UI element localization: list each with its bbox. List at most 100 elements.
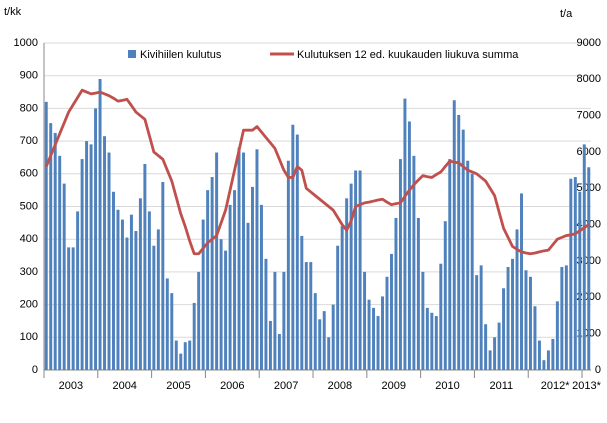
- bar: [251, 186, 254, 370]
- bar: [421, 271, 425, 370]
- bar: [179, 353, 183, 370]
- y-tick-label: 700: [20, 135, 38, 147]
- bar: [183, 342, 187, 370]
- bar: [255, 149, 259, 370]
- bar: [376, 316, 380, 370]
- bar: [349, 183, 353, 370]
- bar: [156, 229, 160, 370]
- bar: [286, 160, 290, 370]
- bar: [206, 190, 210, 370]
- bar: [327, 337, 331, 370]
- bar: [511, 258, 515, 370]
- bar: [277, 334, 281, 370]
- bar: [533, 306, 537, 370]
- bar: [295, 134, 299, 370]
- bar: [466, 160, 470, 370]
- y2-tick-label: 0: [595, 364, 601, 376]
- bar: [528, 276, 532, 370]
- bar: [138, 198, 142, 370]
- bar: [578, 191, 582, 370]
- bar: [506, 266, 510, 370]
- bar: [80, 159, 84, 370]
- x-tick-label: 2012*: [541, 380, 570, 392]
- y-tick-label: 900: [20, 70, 38, 82]
- bar: [497, 322, 501, 370]
- bar: [398, 159, 402, 370]
- x-tick-label: 2008: [328, 380, 352, 392]
- bar: [192, 302, 196, 370]
- bar: [313, 293, 317, 370]
- y-tick-label: 300: [20, 266, 38, 278]
- bar: [443, 221, 447, 370]
- bar: [322, 311, 326, 370]
- bar: [197, 271, 201, 370]
- bar: [354, 170, 358, 370]
- bar: [537, 340, 541, 370]
- bar: [53, 132, 57, 370]
- bar: [170, 293, 174, 370]
- bar: [268, 320, 272, 370]
- bar: [345, 198, 349, 370]
- bar: [502, 288, 506, 370]
- bar: [488, 350, 492, 370]
- bar: [201, 219, 205, 370]
- legend-label: Kivihiilen kulutus: [140, 49, 222, 61]
- bar: [573, 177, 577, 370]
- bar: [403, 98, 407, 370]
- y2-tick-label: 7000: [577, 110, 601, 122]
- bar: [71, 247, 75, 370]
- bar: [425, 307, 429, 370]
- bar: [367, 299, 371, 370]
- bar: [76, 211, 80, 370]
- bar: [242, 152, 246, 370]
- x-tick-label: 2006: [220, 380, 244, 392]
- x-tick-label: 2009: [381, 380, 405, 392]
- bar: [555, 301, 559, 370]
- bar: [587, 167, 591, 370]
- bar: [582, 144, 586, 370]
- bar: [564, 265, 568, 370]
- bar: [89, 144, 93, 370]
- bar: [569, 178, 573, 370]
- bar: [381, 296, 384, 370]
- bar: [439, 263, 443, 370]
- bar: [336, 245, 340, 370]
- bar: [49, 123, 53, 371]
- y2-tick-label: 8000: [577, 73, 601, 85]
- bar: [282, 271, 286, 370]
- bar: [273, 271, 277, 370]
- bar: [309, 262, 313, 370]
- bar: [125, 237, 129, 370]
- bar: [215, 152, 219, 370]
- bar: [246, 222, 250, 370]
- y-tick-label: 200: [20, 299, 38, 311]
- bar: [520, 193, 523, 370]
- bar: [363, 271, 367, 370]
- bar: [340, 226, 344, 370]
- bar: [62, 183, 66, 370]
- x-tick-label: 2005: [166, 380, 190, 392]
- line: [44, 88, 590, 256]
- bar: [470, 173, 474, 370]
- bar: [318, 319, 322, 370]
- bar: [264, 258, 268, 370]
- y2-axis-label: t/a: [560, 8, 573, 20]
- bar: [542, 360, 546, 370]
- y2-tick-label: 9000: [577, 37, 601, 49]
- bar: [129, 214, 133, 370]
- y-axis-label: t/kk: [4, 6, 22, 18]
- bar: [515, 229, 519, 370]
- bar: [147, 211, 151, 370]
- y-tick-label: 1000: [14, 37, 38, 49]
- bar: [259, 204, 263, 370]
- x-tick-label: 2004: [112, 380, 136, 392]
- bar: [358, 170, 362, 370]
- y-tick-label: 0: [32, 364, 38, 376]
- bar: [493, 337, 497, 370]
- bar: [58, 155, 62, 370]
- bar: [107, 152, 111, 370]
- bar: [394, 217, 398, 370]
- bar: [233, 190, 237, 370]
- bar: [457, 114, 461, 370]
